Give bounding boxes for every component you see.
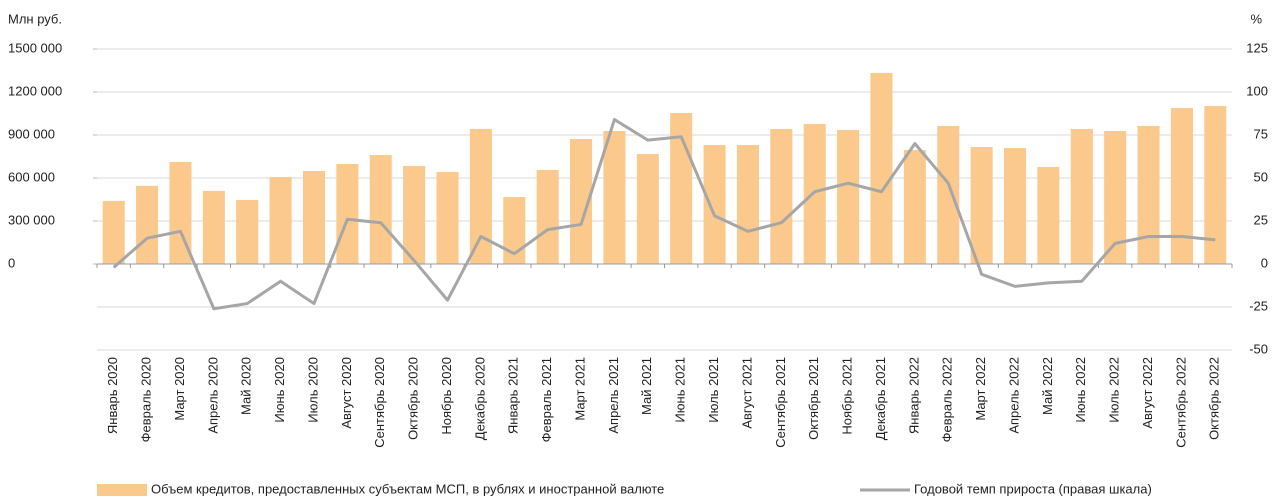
x-tick-label: Май 2022 — [1040, 357, 1055, 415]
x-tick-label: Сентябрь 2020 — [372, 357, 387, 448]
x-tick-label: Июнь 2022 — [1073, 357, 1088, 423]
line — [112, 118, 1216, 311]
bar — [236, 199, 259, 264]
bar — [803, 123, 826, 264]
bar — [770, 128, 793, 264]
bar — [136, 185, 159, 264]
y-tick-label: 900 000 — [8, 126, 55, 141]
bar — [1170, 108, 1193, 264]
y2-tick-label: 125 — [1246, 40, 1268, 55]
bar — [369, 155, 392, 264]
y2-tick-label: 25 — [1254, 212, 1268, 227]
legend-label: Годовой темп прироста (правая шкала) — [914, 481, 1152, 496]
x-tick-label: Сентябрь 2021 — [773, 357, 788, 448]
x-tick-label: Март 2021 — [572, 357, 587, 421]
bar — [536, 169, 559, 264]
x-tick-label: Май 2020 — [239, 357, 254, 415]
x-tick-label: Июль 2022 — [1107, 357, 1122, 423]
bar — [169, 161, 192, 264]
bar — [1003, 148, 1027, 264]
bar — [1037, 166, 1060, 264]
y2-tick-label: 0 — [1261, 255, 1268, 270]
x-tick-label: Октябрь 2021 — [806, 357, 821, 440]
y-tick-label: 0 — [8, 255, 15, 270]
bar — [436, 171, 459, 264]
x-tick-label: Август 2022 — [1140, 357, 1155, 429]
x-tick-label: Апрель 2021 — [606, 357, 621, 434]
y2-tick-label: 75 — [1254, 126, 1268, 141]
y2-tick-label: -50 — [1249, 341, 1268, 356]
x-tick-label: Июнь 2020 — [272, 357, 287, 423]
x-tick-label: Декабрь 2021 — [873, 357, 888, 440]
y2-tick-label: 50 — [1254, 169, 1268, 184]
bar — [1070, 128, 1093, 264]
bar — [102, 200, 125, 264]
bar — [503, 197, 526, 264]
x-tick-label: Февраль 2022 — [940, 357, 955, 442]
bar — [269, 176, 292, 264]
x-tick-label: Январь 2022 — [906, 357, 921, 434]
y-tick-label: 1200 000 — [8, 83, 62, 98]
bar — [636, 154, 659, 264]
x-tick-label: Март 2022 — [973, 357, 988, 421]
y2-tick-label: 100 — [1246, 83, 1268, 98]
x-tick-label: Февраль 2020 — [139, 357, 154, 442]
bar — [937, 125, 960, 264]
x-tick-label: Июнь 2021 — [673, 357, 688, 423]
x-tick-label: Март 2020 — [172, 357, 187, 421]
x-tick-label: Апрель 2020 — [205, 357, 220, 434]
bar — [1204, 106, 1227, 265]
y-tick-label: 1500 000 — [8, 40, 62, 55]
bar — [202, 190, 225, 264]
x-tick-label: Сентябрь 2022 — [1173, 357, 1188, 448]
y-axis-title: Млн руб. — [8, 11, 62, 26]
bar — [469, 128, 492, 264]
x-tick-label: Июль 2020 — [305, 357, 320, 423]
x-tick-label: Январь 2021 — [506, 357, 521, 434]
x-tick-label: Февраль 2021 — [539, 357, 554, 442]
x-tick-label: Январь 2020 — [105, 357, 120, 434]
bar — [903, 150, 926, 264]
bar — [336, 163, 359, 264]
bar — [302, 170, 326, 264]
x-tick-label: Октябрь 2020 — [406, 357, 421, 440]
x-tick-label: Ноябрь 2021 — [840, 357, 855, 435]
x-tick-label: Май 2021 — [639, 357, 654, 415]
x-tick-label: Апрель 2022 — [1006, 357, 1021, 434]
bar — [970, 147, 993, 264]
y2-tick-label: -25 — [1249, 298, 1268, 313]
x-tick-label: Август 2021 — [739, 357, 754, 429]
bar — [570, 139, 593, 264]
x-tick-label: Ноябрь 2020 — [439, 357, 454, 435]
x-tick-label: Октябрь 2022 — [1207, 357, 1222, 440]
x-tick-label: Декабрь 2020 — [472, 357, 487, 440]
bar — [736, 145, 759, 264]
legend-label: Объем кредитов, предоставленных субъекта… — [151, 481, 664, 496]
x-tick-label: Июль 2021 — [706, 357, 721, 423]
y-tick-label: 300 000 — [8, 212, 55, 227]
y-tick-label: 600 000 — [8, 169, 55, 184]
bar — [1137, 125, 1160, 264]
bar — [703, 145, 726, 264]
bar — [1104, 130, 1127, 264]
legend-swatch — [97, 484, 147, 496]
x-tick-label: Август 2020 — [339, 357, 354, 429]
bar — [837, 129, 860, 264]
bar — [603, 130, 626, 264]
y2-axis-title: % — [1250, 11, 1262, 26]
bar — [870, 72, 893, 264]
bar — [403, 165, 426, 264]
